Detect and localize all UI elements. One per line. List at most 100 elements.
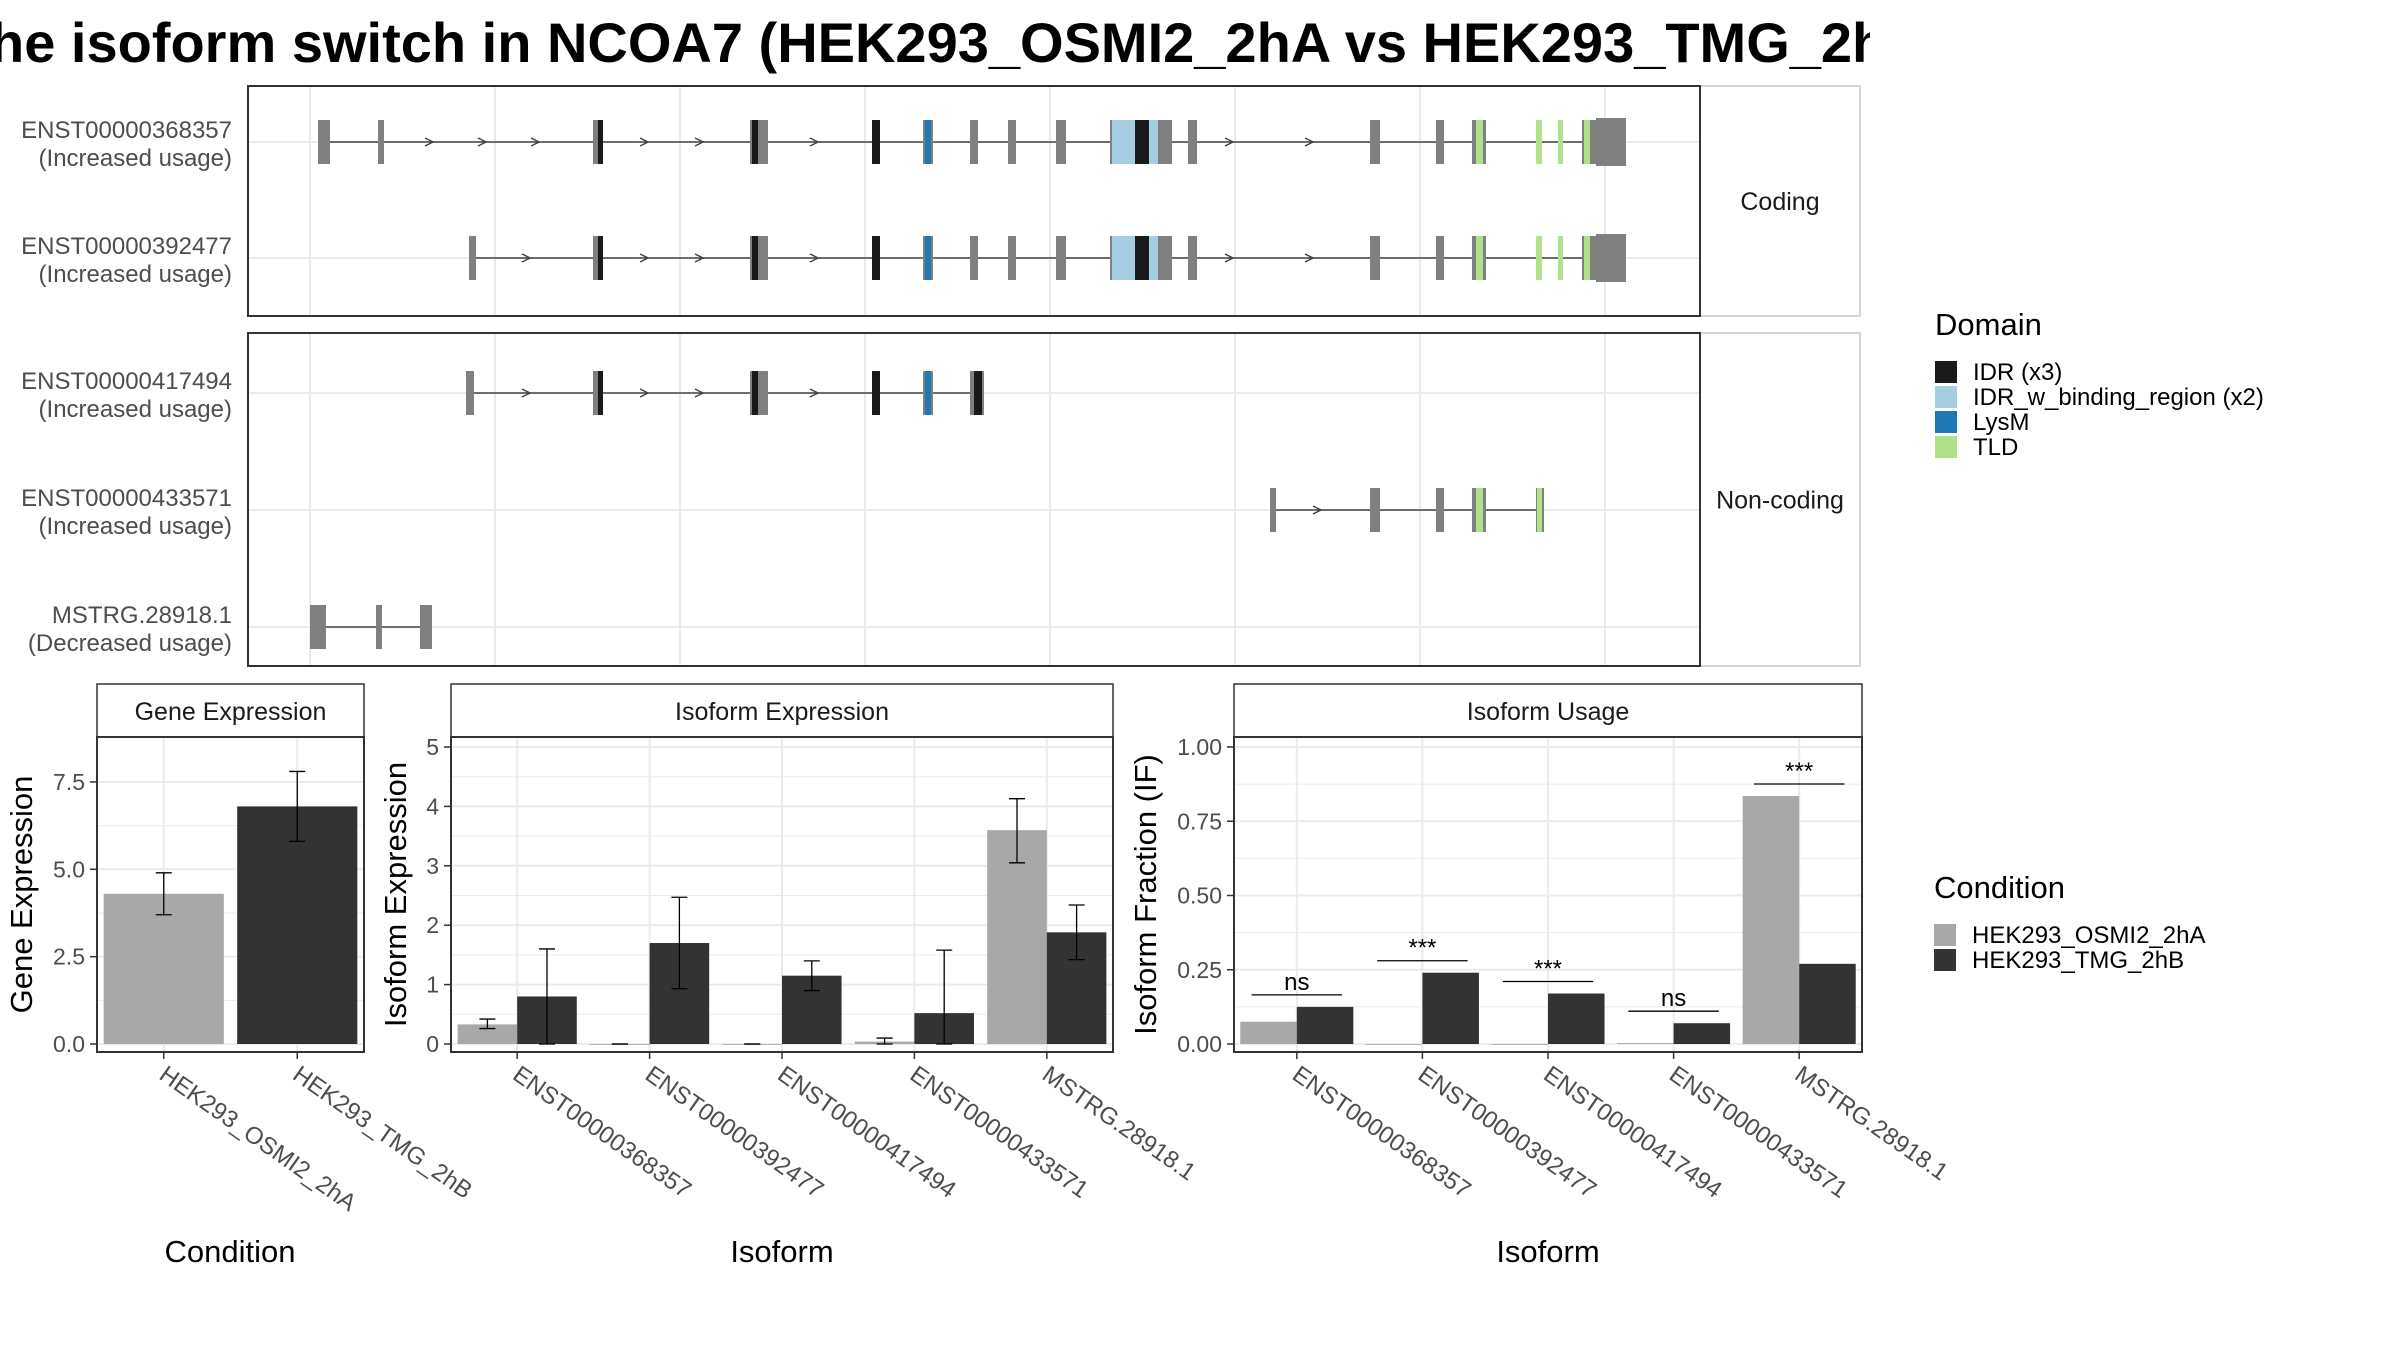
transcript-usage-label: (Increased usage) (39, 145, 232, 172)
bar (1491, 1044, 1548, 1045)
y-tick-label: 2.5 (53, 944, 85, 970)
transcript-usage-label: (Increased usage) (39, 396, 232, 423)
domain-idr (872, 120, 880, 164)
domain-legend-swatch (1935, 436, 1957, 458)
domain-lysm (925, 120, 931, 164)
domain-idr (1135, 236, 1149, 280)
strand-arrow (639, 137, 650, 147)
panel-strip (1699, 85, 1861, 317)
domain-lysm (925, 236, 931, 280)
facet-title: Isoform Expression (675, 698, 889, 726)
y-tick-label: 1 (426, 972, 439, 998)
exon (970, 236, 978, 280)
facet-strip (96, 683, 365, 738)
bar-chart-isoform-usage: Isoform Usage0.000.250.500.751.00nsENST0… (1128, 683, 1953, 1269)
domain-tld (1476, 120, 1483, 164)
transcript-id-label: ENST00000433571 (21, 485, 232, 512)
domain-idr (598, 120, 603, 164)
domain-idr (872, 371, 880, 415)
utr-block (1596, 234, 1626, 282)
y-tick-label: 0.75 (1177, 808, 1222, 834)
condition-legend-swatch (1934, 949, 1956, 971)
domain-idr (598, 371, 603, 415)
domain-idr (872, 236, 880, 280)
transcript-track: ENST00000392477(Increased usage) (21, 233, 1626, 288)
bar (237, 806, 358, 1044)
domain-idr (752, 236, 758, 280)
y-tick-label: 5.0 (53, 856, 85, 882)
y-tick-label: 0.00 (1177, 1031, 1222, 1057)
bar (1799, 963, 1856, 1044)
strand-arrow (1224, 253, 1235, 263)
panel-strip-label: Coding (1740, 188, 1819, 216)
transcript-id-label: ENST00000417494 (21, 368, 232, 395)
significance-label: *** (1408, 935, 1436, 962)
bar (1673, 1023, 1731, 1044)
domain-idr (974, 371, 982, 415)
facet-title: Gene Expression (135, 698, 327, 726)
transcript-id-label: ENST00000392477 (21, 233, 232, 260)
domain-legend-title: Domain (1935, 307, 2042, 342)
bar (1240, 1021, 1297, 1044)
strand-arrow (809, 388, 820, 398)
strand-arrow (809, 253, 820, 263)
facet-strip (450, 683, 1114, 738)
legends: Domain IDR (x3)IDR_w_binding_region (x2)L… (1934, 307, 2264, 974)
domain-legend-label: TLD (1973, 434, 2018, 461)
exon (1056, 236, 1066, 280)
exon (1370, 120, 1380, 164)
domain-tld (1537, 488, 1542, 532)
significance-label: ns (1661, 985, 1686, 1012)
bar (1548, 993, 1605, 1044)
x-axis-title: Isoform (1496, 1234, 1599, 1269)
significance-label: ns (1284, 969, 1309, 996)
bar (1296, 1006, 1354, 1044)
exon (378, 120, 384, 164)
bar-chart-isoform-expression: Isoform Expression012345ENST00000368357E… (378, 683, 1200, 1269)
exon (310, 605, 326, 649)
bar (1617, 1043, 1674, 1044)
facet-title: Isoform Usage (1467, 698, 1630, 726)
bar (457, 1024, 518, 1044)
y-tick-label: 0.25 (1177, 957, 1222, 983)
bar (1365, 1044, 1423, 1045)
exon (1188, 236, 1197, 280)
exon (1370, 488, 1380, 532)
strand-arrow (1312, 505, 1323, 515)
condition-legend-label: HEK293_TMG_2hB (1972, 947, 2184, 974)
strand-arrow (521, 388, 532, 398)
exon (420, 605, 432, 649)
strand-arrow (1224, 137, 1235, 147)
y-tick-label: 0 (426, 1031, 439, 1057)
plot-border (1233, 736, 1863, 1053)
exon (1056, 120, 1066, 164)
domain-legend-label: LysM (1973, 409, 2029, 436)
transcript-usage-label: (Increased usage) (39, 513, 232, 540)
strand-arrow (1304, 137, 1315, 147)
utr-block (1596, 118, 1626, 166)
transcript-track: ENST00000433571(Increased usage) (21, 485, 1544, 540)
domain-legend: Domain IDR (x3)IDR_w_binding_region (x2)L… (1935, 307, 2264, 461)
exon (1436, 120, 1444, 164)
exon (1270, 488, 1276, 532)
transcript-id-label: ENST00000368357 (21, 117, 232, 144)
domain-tld (1558, 236, 1563, 280)
condition-legend-label: HEK293_OSMI2_2hA (1972, 922, 2205, 949)
transcript-track: ENST00000417494(Increased usage) (21, 368, 984, 423)
exon (1008, 236, 1016, 280)
panel-border (247, 332, 1701, 667)
y-tick-label: 4 (426, 793, 439, 819)
panel-strip-label: Non-coding (1716, 487, 1844, 515)
y-tick-label: 3 (426, 853, 439, 879)
bar (1742, 796, 1800, 1044)
x-axis-title: Isoform (730, 1234, 833, 1269)
exon (970, 120, 978, 164)
domain-tld (1536, 120, 1542, 164)
exon (466, 371, 474, 415)
transcript-track: ENST00000368357(Increased usage) (21, 117, 1626, 172)
transcript-usage-label: (Increased usage) (39, 261, 232, 288)
